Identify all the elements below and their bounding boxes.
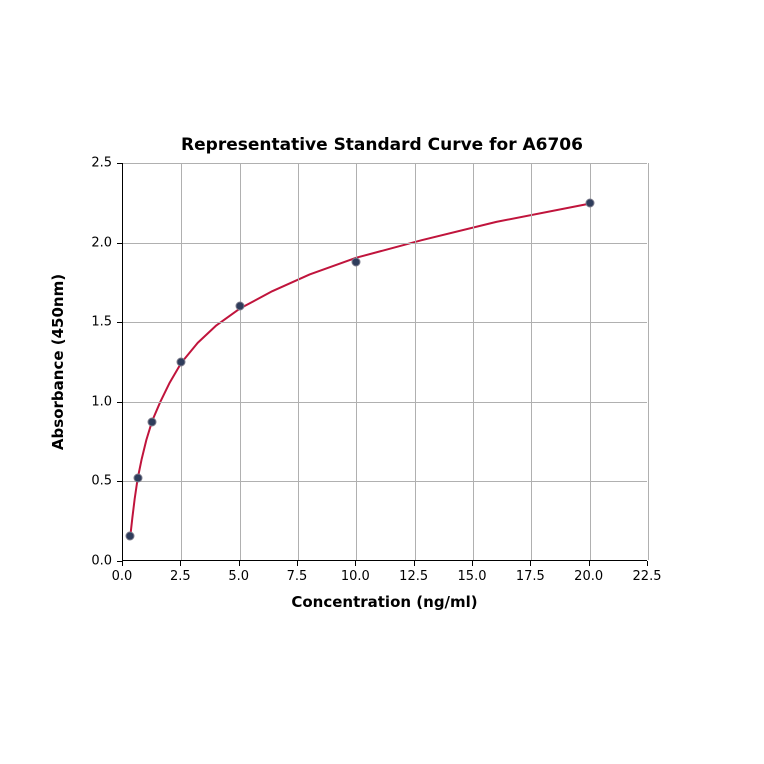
data-point-marker [235, 302, 244, 311]
x-tick-mark [647, 561, 648, 566]
y-tick-mark [117, 322, 122, 323]
y-tick-label: 2.5 [91, 156, 112, 171]
y-tick-mark [117, 163, 122, 164]
data-point-marker [126, 531, 135, 540]
x-tick-label: 17.5 [516, 569, 545, 584]
x-tick-label: 7.5 [287, 569, 308, 584]
gridline-h [123, 322, 647, 323]
chart-title: Representative Standard Curve for A6706 [0, 135, 764, 155]
x-tick-mark [180, 561, 181, 566]
x-tick-label: 20.0 [574, 569, 603, 584]
gridline-v [415, 163, 416, 560]
data-point-marker [352, 257, 361, 266]
fitted-curve [123, 163, 648, 561]
x-tick-mark [589, 561, 590, 566]
gridline-v [531, 163, 532, 560]
y-tick-mark [117, 243, 122, 244]
gridline-v [356, 163, 357, 560]
x-tick-mark [122, 561, 123, 566]
gridline-h [123, 163, 647, 164]
y-tick-mark [117, 561, 122, 562]
x-tick-mark [239, 561, 240, 566]
y-tick-label: 0.0 [91, 554, 112, 569]
gridline-v [298, 163, 299, 560]
x-tick-mark [530, 561, 531, 566]
x-tick-label: 12.5 [399, 569, 428, 584]
x-tick-label: 15.0 [458, 569, 487, 584]
data-point-marker [148, 418, 157, 427]
x-tick-label: 5.0 [228, 569, 249, 584]
y-axis-label: Absorbance (450nm) [49, 274, 67, 450]
gridline-v [648, 163, 649, 560]
y-tick-label: 1.5 [91, 315, 112, 330]
x-tick-mark [472, 561, 473, 566]
x-tick-label: 2.5 [170, 569, 191, 584]
y-tick-label: 0.5 [91, 474, 112, 489]
x-tick-mark [414, 561, 415, 566]
x-axis-label: Concentration (ng/ml) [291, 593, 477, 611]
gridline-h [123, 481, 647, 482]
x-tick-mark [355, 561, 356, 566]
gridline-h [123, 402, 647, 403]
data-point-marker [585, 198, 594, 207]
x-tick-label: 22.5 [633, 569, 662, 584]
gridline-v [590, 163, 591, 560]
x-tick-label: 10.0 [341, 569, 370, 584]
y-tick-label: 1.0 [91, 394, 112, 409]
plot-area [122, 163, 647, 561]
x-tick-mark [297, 561, 298, 566]
gridline-v [240, 163, 241, 560]
y-tick-mark [117, 481, 122, 482]
y-tick-mark [117, 402, 122, 403]
data-point-marker [133, 474, 142, 483]
gridline-h [123, 243, 647, 244]
y-tick-label: 2.0 [91, 235, 112, 250]
gridline-v [473, 163, 474, 560]
data-point-marker [177, 358, 186, 367]
x-tick-label: 0.0 [112, 569, 133, 584]
